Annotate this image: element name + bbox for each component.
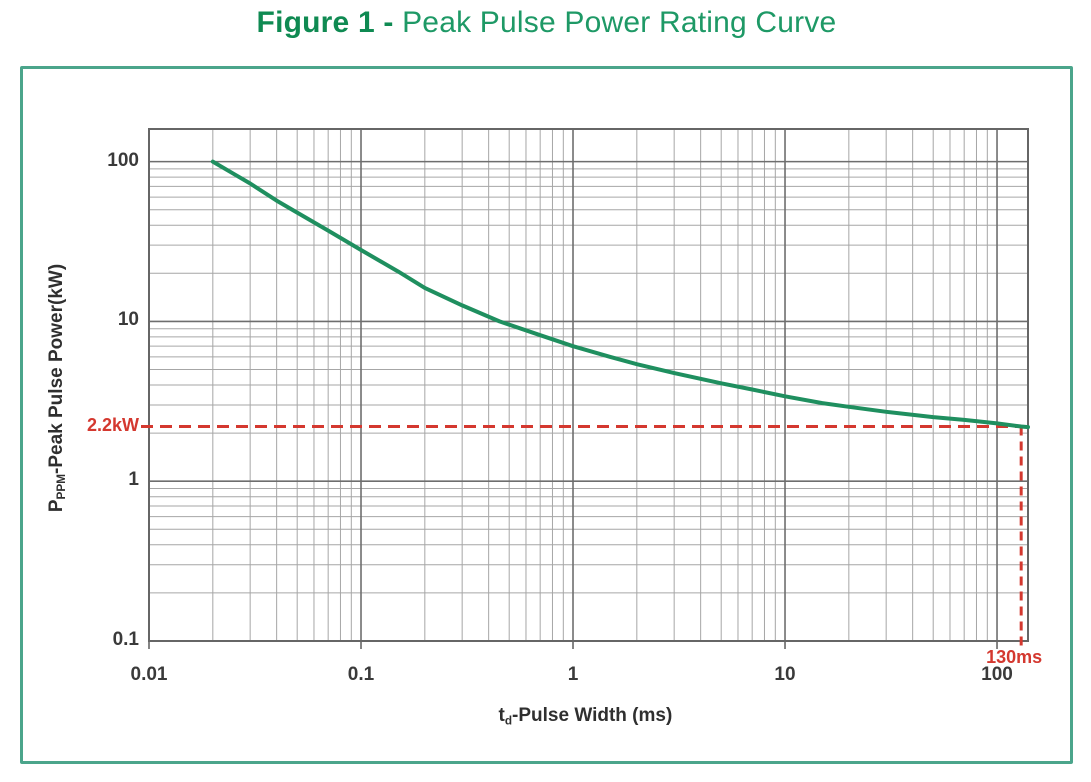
x-tick-label: 0.01 [130,664,168,685]
x-tick-label: 1 [567,664,579,685]
x-axis-tick-marks [148,641,998,649]
x-axis-title-text: -Pulse Width (ms) [512,705,673,726]
y-tick-label: 1 [128,469,139,491]
figure-title-text: Peak Pulse Power Rating Curve [393,6,837,39]
y-tick-label: 10 [117,309,139,331]
x-tick-label: 100 [981,664,1013,685]
power-marker-label: 2.2kW [86,415,139,436]
plot-frame [148,128,1029,642]
y-tick-label: 100 [107,149,139,171]
y-tick-label: 0.1 [112,629,139,650]
marker-dashed-lines [141,424,1023,648]
x-axis-title: td-Pulse Width (ms) [499,705,673,727]
pulse-width-marker-label: 130ms [986,647,1043,667]
figure-title-bold: Figure 1 - [256,6,394,39]
figure-title: Figure 1 - Peak Pulse Power Rating Curve [20,6,1073,40]
x-tick-label: 10 [774,664,796,685]
x-axis-title-subscript: d [504,714,513,728]
rating-curve [210,159,1030,430]
grid-minor [149,129,1028,641]
y-axis-title-symbol: P [45,499,67,513]
x-axis-title-symbol: t [498,705,505,726]
y-axis-title-text: -Peak Pulse Power(kW) [45,263,67,474]
x-tick-label: 0.1 [347,664,375,685]
